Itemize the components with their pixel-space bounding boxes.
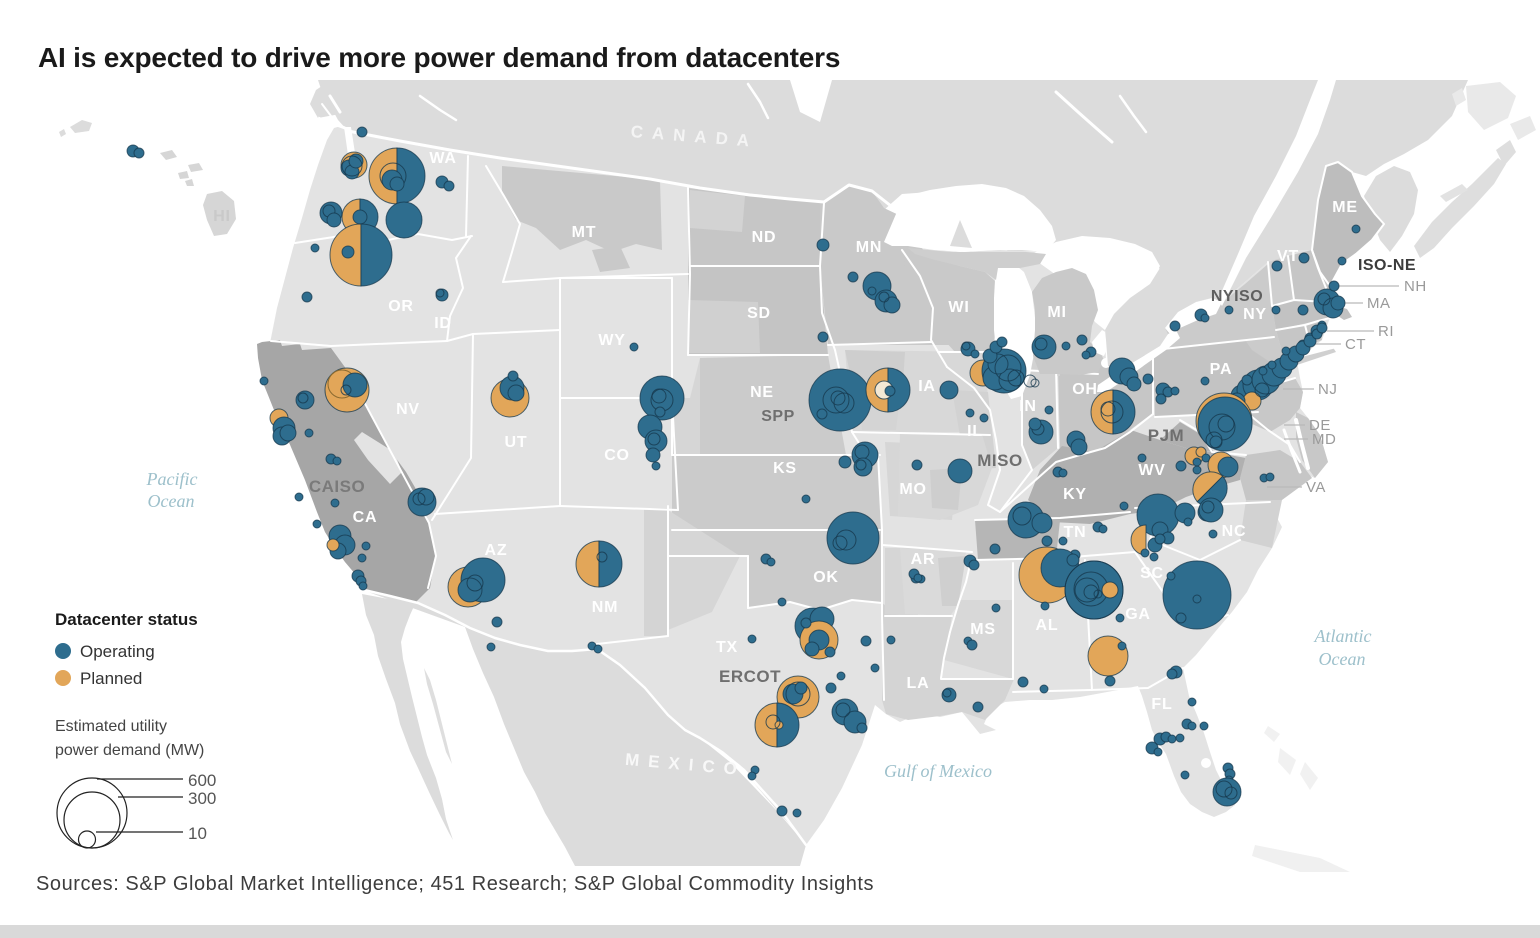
svg-text:CT: CT — [1345, 336, 1366, 353]
svg-text:HI: HI — [213, 208, 231, 225]
svg-text:RI: RI — [1378, 323, 1394, 340]
svg-text:KY: KY — [1063, 486, 1087, 503]
svg-text:SD: SD — [747, 305, 771, 322]
svg-text:SPP: SPP — [761, 408, 795, 425]
svg-text:IN: IN — [1019, 398, 1037, 415]
svg-text:10: 10 — [188, 824, 207, 843]
svg-text:ERCOT: ERCOT — [719, 667, 781, 686]
svg-text:PA: PA — [1210, 361, 1233, 378]
svg-text:AR: AR — [911, 551, 936, 568]
svg-text:WI: WI — [948, 299, 969, 316]
svg-text:MS: MS — [970, 621, 996, 638]
svg-text:ID: ID — [434, 315, 452, 332]
svg-text:KS: KS — [773, 460, 797, 477]
svg-text:OK: OK — [813, 569, 839, 586]
svg-text:NJ: NJ — [1318, 381, 1337, 398]
svg-text:CO: CO — [604, 447, 630, 464]
svg-text:Atlantic: Atlantic — [1314, 626, 1372, 646]
svg-text:VA: VA — [1306, 479, 1326, 496]
svg-text:NC: NC — [1222, 523, 1247, 540]
svg-text:DE: DE — [1309, 417, 1331, 434]
svg-text:ND: ND — [752, 229, 777, 246]
svg-text:Ocean: Ocean — [1319, 649, 1366, 669]
svg-text:600: 600 — [188, 771, 216, 790]
svg-text:OR: OR — [388, 298, 414, 315]
svg-text:SC: SC — [1140, 565, 1164, 582]
svg-text:MD: MD — [1312, 431, 1336, 448]
svg-text:Planned: Planned — [80, 669, 142, 688]
svg-text:IA: IA — [918, 378, 936, 395]
svg-text:Ocean: Ocean — [148, 491, 195, 511]
svg-text:IL: IL — [967, 423, 983, 440]
svg-text:GA: GA — [1125, 606, 1151, 623]
svg-text:Estimated utility: Estimated utility — [55, 718, 167, 735]
svg-text:NE: NE — [750, 384, 774, 401]
svg-text:WA: WA — [429, 150, 456, 167]
svg-text:NV: NV — [396, 401, 420, 418]
svg-text:CAISO: CAISO — [309, 477, 365, 496]
svg-text:AZ: AZ — [485, 542, 508, 559]
svg-text:ISO-NE: ISO-NE — [1358, 257, 1416, 274]
svg-text:Datacenter status: Datacenter status — [55, 610, 198, 629]
svg-text:OH: OH — [1072, 381, 1098, 398]
svg-text:MO: MO — [899, 481, 926, 498]
svg-text:WY: WY — [598, 332, 625, 349]
svg-text:MN: MN — [856, 239, 882, 256]
svg-text:VT: VT — [1277, 248, 1299, 265]
svg-text:NY: NY — [1243, 306, 1267, 323]
svg-text:Operating: Operating — [80, 642, 155, 661]
svg-text:MISO: MISO — [977, 451, 1022, 470]
svg-text:CA: CA — [353, 509, 378, 526]
svg-text:PJM: PJM — [1148, 426, 1184, 445]
svg-text:MT: MT — [572, 224, 597, 241]
svg-text:ME: ME — [1332, 199, 1358, 216]
svg-text:LA: LA — [907, 675, 930, 692]
svg-text:NM: NM — [592, 599, 618, 616]
svg-text:TX: TX — [716, 639, 738, 656]
svg-text:WV: WV — [1138, 462, 1165, 479]
svg-text:UT: UT — [505, 434, 528, 451]
svg-text:Pacific: Pacific — [146, 469, 198, 489]
svg-text:AL: AL — [1036, 617, 1059, 634]
svg-text:power demand (MW): power demand (MW) — [55, 742, 204, 759]
svg-text:Gulf of Mexico: Gulf of Mexico — [884, 761, 992, 781]
svg-text:MA: MA — [1367, 295, 1391, 312]
svg-text:TN: TN — [1064, 524, 1087, 541]
svg-text:NH: NH — [1404, 278, 1427, 295]
svg-text:FL: FL — [1151, 696, 1172, 713]
svg-text:MI: MI — [1047, 304, 1066, 321]
svg-text:300: 300 — [188, 789, 216, 808]
svg-text:NYISO: NYISO — [1211, 288, 1263, 305]
